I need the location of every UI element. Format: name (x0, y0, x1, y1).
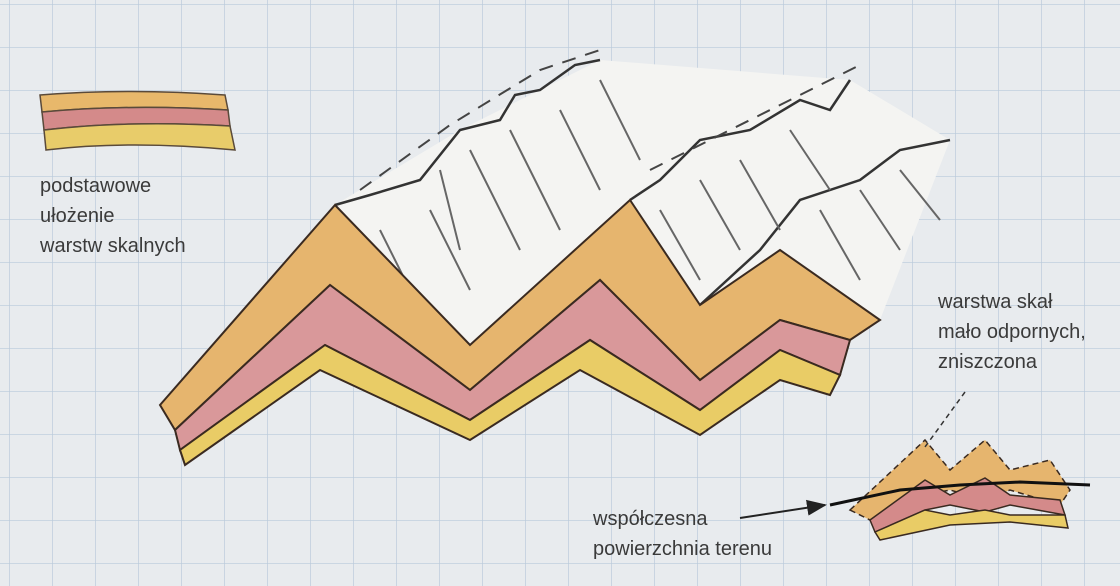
small-fold (848, 438, 1071, 541)
label-line: mało odpornych, (938, 321, 1086, 343)
former-surface (359, 49, 861, 191)
fold-layers (158, 198, 882, 467)
legend-layers (39, 90, 236, 151)
label: współczesna powierzchnia terenu (592, 508, 772, 560)
eroded-area (335, 60, 950, 345)
label-line: podstawowe (40, 175, 151, 197)
label: podstawowe ułożenie warstw skalnych (39, 175, 186, 257)
label-line: współczesna (592, 508, 708, 530)
arrow (739, 499, 827, 519)
label-line: ułożenie (40, 205, 115, 227)
current-surface (829, 480, 1091, 507)
label-line: warstwa skał (937, 291, 1053, 313)
label-line: zniszczona (938, 351, 1038, 373)
label-line: powierzchnia terenu (593, 538, 772, 560)
label-line: warstw skalnych (39, 235, 186, 257)
pointer (924, 391, 966, 448)
label: warstwa skał mało odpornych, zniszczona (937, 291, 1091, 373)
